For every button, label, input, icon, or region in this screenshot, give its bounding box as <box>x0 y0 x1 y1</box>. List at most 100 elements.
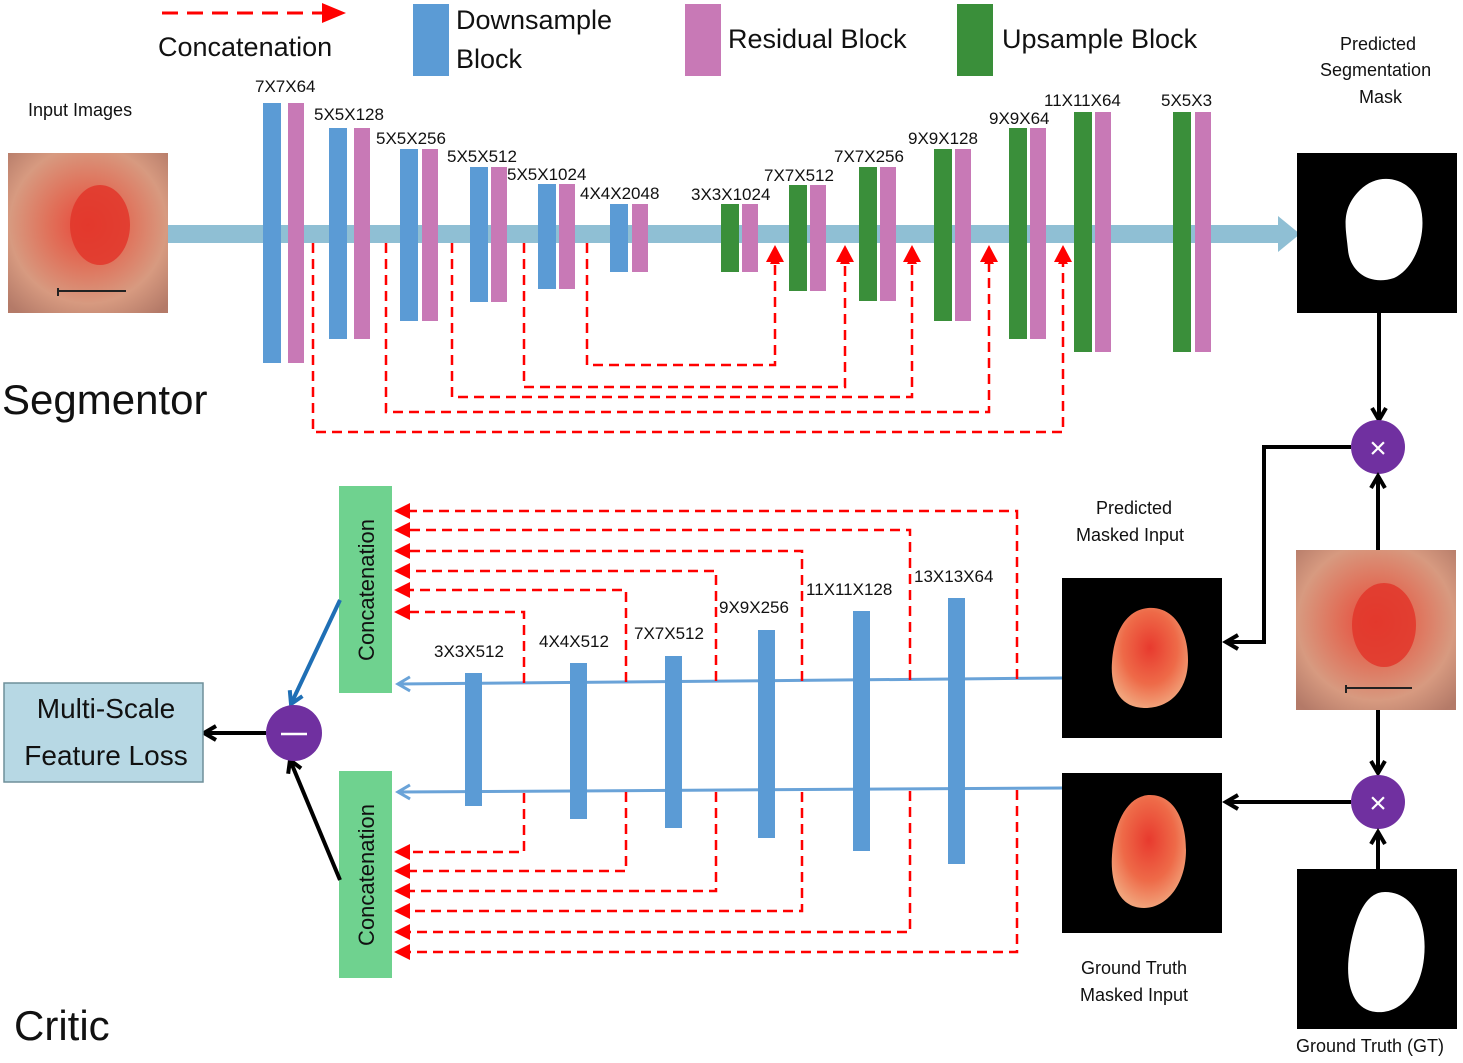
critic-layer-label-6: 13X13X64 <box>914 567 993 586</box>
critic-layer-label-3: 7X7X512 <box>634 624 704 643</box>
skip-connection-2 <box>522 243 850 389</box>
masking-operations: × × Ground Truth (GT) <box>1222 420 1457 1056</box>
critic-layer-label-1: 3X3X512 <box>434 642 504 661</box>
skip-connection-3 <box>450 243 917 399</box>
segmentor-downsample-block-3 <box>400 149 418 321</box>
critic-block-1 <box>465 673 482 806</box>
segmentor-residual-block-11 <box>1030 128 1046 339</box>
segmentor-downsample-block-4 <box>470 167 488 302</box>
critic-block-2 <box>570 663 587 819</box>
input-images-label: Input Images <box>28 100 132 120</box>
multiply-operator-bottom <box>1351 775 1405 829</box>
multiply-symbol-bottom: × <box>1369 787 1387 820</box>
concatenation-box-top <box>339 486 392 693</box>
segmentor-downsample-block-5 <box>538 184 556 289</box>
predicted-mask-label-1: Predicted <box>1340 34 1416 54</box>
segmentor-layer-label-3: 5X5X256 <box>376 129 446 148</box>
gt-masked-input <box>1062 773 1222 933</box>
segmentor-layer-label-7: 3X3X1024 <box>691 185 770 204</box>
segmentor-residual-block-8 <box>810 185 826 291</box>
segmentor-upsample-block-3 <box>859 167 877 301</box>
segmentor-residual-block-4 <box>491 167 507 302</box>
segmentor-upsample-block-4 <box>934 149 952 321</box>
legend-downsample-swatch <box>413 4 449 76</box>
feature-loss-box <box>3 682 204 783</box>
critic-title: Critic <box>14 1002 110 1049</box>
segmentor-layer-label-4: 5X5X512 <box>447 147 517 166</box>
legend: Concatenation Downsample Block Residual … <box>158 3 1198 76</box>
ground-truth-label: Ground Truth (GT) <box>1296 1036 1444 1056</box>
predicted-segmentation-mask <box>1297 153 1457 313</box>
multiply-top-to-pred-masked-arrow <box>1222 445 1351 651</box>
segmentor-upsample-block-1 <box>721 204 739 272</box>
predicted-masked-input <box>1062 578 1222 738</box>
feature-loss-label-2: Feature Loss <box>24 740 187 771</box>
critic-layer-label-5: 11X11X128 <box>806 580 892 599</box>
segmentor-residual-block-5 <box>559 184 575 289</box>
segmentor-upsample-block-2 <box>789 185 807 291</box>
segmentor-layer-label-9: 7X7X256 <box>834 147 904 166</box>
legend-concat-arrowhead <box>322 3 346 23</box>
critic-top-skip-arrowheads <box>394 503 410 620</box>
legend-upsample-swatch <box>957 4 993 76</box>
segmentor-residual-block-9 <box>880 167 896 301</box>
feature-loss-label-1: Multi-Scale <box>37 693 175 724</box>
multiply-symbol-top: × <box>1369 432 1387 465</box>
skip-connection-1 <box>585 243 780 367</box>
segmentor-residual-block-13 <box>1195 112 1211 352</box>
segmentor-residual-block-6 <box>632 204 648 272</box>
legend-downsample-label-1: Downsample <box>456 5 612 35</box>
gt-masked-label-2: Masked Input <box>1080 985 1188 1005</box>
segmentor-layer-label-13: 5X5X3 <box>1161 91 1212 110</box>
gt-masked-label-1: Ground Truth <box>1081 958 1187 978</box>
segmentor-layer-label-2: 5X5X128 <box>314 105 384 124</box>
pred-masked-label-2: Masked Input <box>1076 525 1184 545</box>
skip-connection-4 <box>384 243 994 414</box>
segmentor-skip-arrowheads <box>766 245 1072 262</box>
legend-downsample-label-2: Block <box>456 44 523 74</box>
critic-block-4 <box>758 630 775 838</box>
input-image <box>8 153 168 313</box>
segmentor-layer-label-12: 11X11X64 <box>1044 91 1121 110</box>
segmentor-downsample-block-6 <box>610 204 628 272</box>
segmentor-downsample-block-2 <box>329 128 347 339</box>
skip-connection-5 <box>311 243 1068 434</box>
segmentor-title: Segmentor <box>2 376 207 423</box>
ground-truth-mask <box>1297 869 1457 1029</box>
segmentor: Input Images <box>2 34 1457 434</box>
concat-top-to-minus-arrow <box>287 599 342 708</box>
critic: Predicted Masked Input Ground Truth Mask… <box>3 486 1222 1049</box>
segmentor-residual-block-10 <box>955 149 971 321</box>
concatenation-box-bottom <box>339 771 392 978</box>
segmentor-flow-arrowhead <box>1278 216 1300 252</box>
segmentor-layer-label-5: 5X5X1024 <box>507 165 586 184</box>
segmentor-residual-block-12 <box>1095 112 1111 352</box>
critic-layer-label-4: 9X9X256 <box>719 598 789 617</box>
pred-masked-label-1: Predicted <box>1096 498 1172 518</box>
segmentor-layer-label-8: 7X7X512 <box>764 166 834 185</box>
segmentor-skip-connections <box>311 243 1068 434</box>
segmentor-layer-label-1: 7X7X64 <box>255 77 316 96</box>
segmentor-upsample-block-5 <box>1009 128 1027 339</box>
predicted-mask-label-2: Segmentation <box>1320 60 1431 80</box>
predicted-mask-label-3: Mask <box>1359 87 1403 107</box>
multiply-operator-top <box>1351 420 1405 474</box>
critic-bottom-skip-arrowheads <box>394 844 410 960</box>
legend-residual-label: Residual Block <box>728 24 907 54</box>
segmentor-upsample-block-7 <box>1173 112 1191 352</box>
segmentor-layer-label-11: 9X9X64 <box>989 109 1050 128</box>
segmentor-layer-label-10: 9X9X128 <box>908 129 978 148</box>
critic-block-6 <box>948 598 965 864</box>
concatenation-label-top: Concatenation <box>354 519 379 661</box>
critic-layer-label-2: 4X4X512 <box>539 632 609 651</box>
segmentor-residual-block-2 <box>354 128 370 339</box>
critic-bottom-skip-connections <box>410 790 1019 954</box>
legend-residual-swatch <box>685 4 721 76</box>
segmentor-residual-block-3 <box>422 149 438 321</box>
legend-upsample-label: Upsample Block <box>1002 24 1198 54</box>
input-image-copy <box>1296 550 1456 710</box>
segmentor-layer-label-6: 4X4X2048 <box>580 184 659 203</box>
segmentor-downsample-block-1 <box>263 103 281 363</box>
concatenation-label-bottom: Concatenation <box>354 804 379 946</box>
critic-block-3 <box>665 656 682 828</box>
